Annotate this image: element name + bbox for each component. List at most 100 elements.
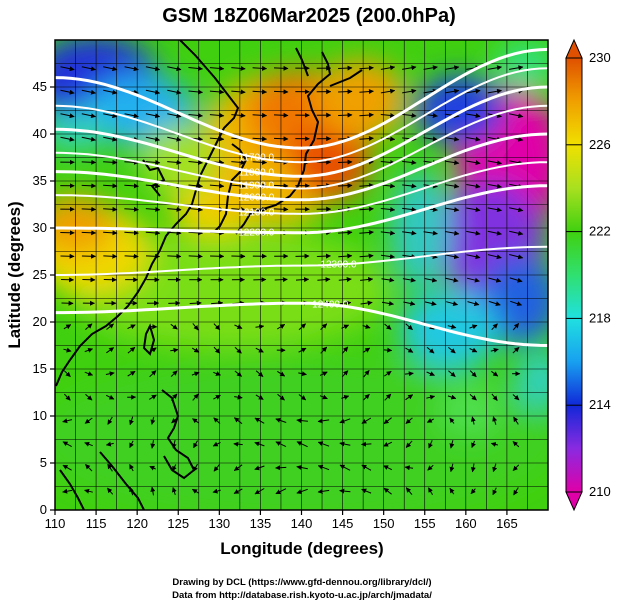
wind-arrow: [84, 371, 94, 376]
wind-arrow: [234, 370, 242, 377]
wind-arrow: [447, 324, 457, 330]
wind-arrow: [234, 417, 243, 425]
wind-arrow: [213, 394, 221, 400]
wind-arrow: [487, 207, 502, 213]
wind-arrow: [466, 113, 481, 119]
x-tick-label: 120: [126, 516, 148, 531]
wind-arrow: [62, 464, 72, 471]
wind-arrow: [428, 440, 433, 449]
wind-arrow: [212, 441, 221, 447]
wind-arrow: [276, 323, 286, 330]
wind-arrow: [167, 206, 182, 212]
wind-arrow: [60, 89, 75, 95]
wind-arrow: [424, 277, 438, 283]
y-tick-label: 0: [40, 502, 47, 517]
wind-arrow: [167, 136, 182, 142]
wind-arrow: [233, 441, 243, 447]
wind-arrow: [383, 347, 393, 353]
wind-arrow: [338, 159, 353, 165]
wind-arrow: [167, 253, 182, 259]
wind-arrow: [124, 253, 139, 259]
wind-arrow: [192, 323, 199, 331]
wind-arrow: [231, 206, 246, 212]
wind-arrow: [448, 370, 456, 377]
wind-arrow: [444, 183, 460, 189]
contour-label: 12200.0: [238, 227, 275, 238]
wind-arrow: [103, 159, 118, 165]
wind-arrow: [188, 89, 203, 95]
wind-arrow: [383, 487, 392, 495]
wind-arrow: [449, 417, 455, 424]
wind-arrow: [252, 159, 268, 165]
wind-arrow: [298, 323, 306, 331]
wind-arrow: [234, 346, 242, 354]
wind-arrow: [512, 394, 520, 401]
wind-arrow: [405, 347, 414, 353]
contour-line: [55, 47, 548, 150]
wind-arrow: [105, 394, 115, 400]
wind-arrow: [383, 465, 393, 471]
contour-line: [55, 245, 548, 276]
wind-arrow: [167, 89, 182, 95]
wind-arrow: [487, 65, 502, 71]
wind-arrow: [127, 370, 136, 377]
wind-arrow: [446, 301, 459, 306]
wind-arrow: [148, 394, 157, 400]
wind-arrow: [402, 277, 416, 283]
wind-arrow: [381, 277, 395, 283]
wind-arrow: [466, 230, 481, 236]
colorbar-bottom-arrow: [565, 491, 583, 512]
colorbar-tick-label: 214: [589, 397, 611, 412]
wind-arrow: [213, 463, 221, 472]
wind-arrow: [191, 488, 199, 494]
colorbar: 210 214 218 222 226 230: [565, 38, 611, 512]
contour-line: [55, 132, 548, 202]
wind-arrow: [231, 89, 246, 95]
wind-arrow: [487, 230, 502, 236]
wind-arrow: [488, 300, 501, 307]
wind-arrow: [467, 301, 480, 306]
x-axis-ticks: 110 115 120 125 130 135 140 145 150 155 160 165: [45, 510, 518, 531]
y-tick-label: 40: [33, 126, 47, 141]
wind-arrow: [254, 417, 265, 424]
x-tick-label: 145: [332, 516, 354, 531]
wind-arrow: [254, 488, 265, 495]
wind-arrow: [380, 206, 396, 212]
wind-arrow: [167, 66, 182, 72]
wind-arrow: [361, 464, 372, 471]
wind-arrow: [213, 371, 221, 376]
wind-arrow: [487, 88, 502, 94]
wind-arrow: [296, 488, 308, 494]
wind-arrow: [85, 464, 93, 472]
wind-arrow: [466, 207, 481, 213]
wind-arrow: [319, 371, 328, 377]
wind-arrow: [171, 418, 178, 424]
contour-line: [55, 104, 548, 190]
wind-arrow: [470, 416, 476, 425]
wind-arrow: [317, 441, 330, 447]
wind-arrow: [63, 347, 72, 353]
wind-arrow: [60, 66, 75, 72]
wind-arrow: [317, 418, 330, 424]
x-tick-label: 165: [496, 516, 518, 531]
wind-arrow: [359, 112, 374, 118]
wind-arrow: [402, 183, 417, 189]
wind-arrow: [448, 347, 456, 354]
wind-arrow: [444, 136, 460, 142]
wind-arrow: [209, 89, 225, 95]
wind-arrow: [423, 136, 438, 142]
wind-arrow: [231, 183, 246, 189]
wind-arrow: [512, 323, 520, 331]
wind-arrow: [107, 416, 113, 425]
wind-arrow: [106, 347, 115, 354]
wind-arrow: [317, 277, 331, 283]
wind-arrow: [405, 323, 413, 331]
wind-arrow: [380, 254, 395, 259]
wind-arrow: [209, 183, 225, 189]
wind-arrow: [470, 463, 476, 473]
y-tick-label: 20: [33, 314, 47, 329]
wind-arrow: [490, 442, 499, 447]
wind-arrow: [145, 206, 161, 212]
wind-arrow: [320, 346, 328, 354]
